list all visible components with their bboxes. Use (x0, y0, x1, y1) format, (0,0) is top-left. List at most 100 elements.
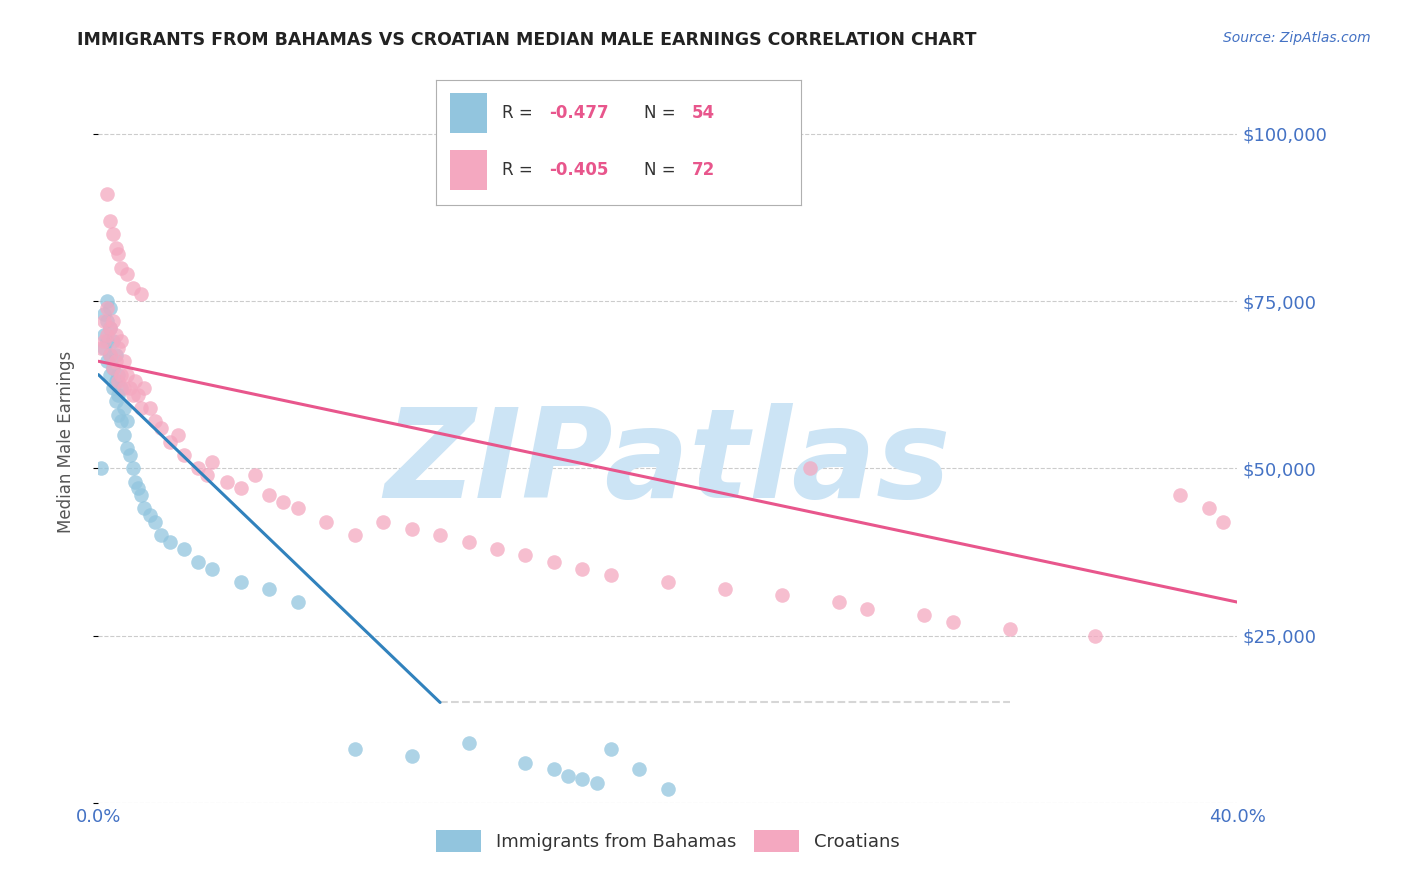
Point (557, 769, 579, 783)
Point (150, 528, 173, 542)
Point (129, 488, 152, 502)
Point (942, 615, 965, 630)
Point (101, 361, 124, 376)
Point (486, 541, 509, 556)
Point (98, 213, 121, 227)
Point (600, 568, 623, 582)
Point (93, 327, 115, 342)
Text: N =: N = (644, 161, 676, 179)
Point (145, 414, 167, 428)
Point (93, 314, 115, 328)
Point (93, 334, 115, 348)
Point (1198, 501, 1220, 516)
Point (159, 534, 181, 549)
Point (96, 334, 118, 348)
Point (714, 582, 737, 596)
Point (770, 589, 793, 603)
Point (98, 301, 121, 315)
Point (110, 414, 132, 428)
Point (543, 762, 565, 776)
Point (96, 314, 118, 328)
Point (110, 334, 132, 348)
Point (543, 555, 565, 569)
Point (96, 187, 118, 202)
Point (104, 354, 127, 368)
Point (101, 314, 124, 328)
Point (115, 368, 138, 382)
Text: 54: 54 (692, 103, 714, 121)
Text: IMMIGRANTS FROM BAHAMAS VS CROATIAN MEDIAN MALE EARNINGS CORRELATION CHART: IMMIGRANTS FROM BAHAMAS VS CROATIAN MEDI… (77, 31, 977, 49)
Text: Source: ZipAtlas.com: Source: ZipAtlas.com (1223, 31, 1371, 45)
Point (259, 582, 281, 596)
Point (124, 475, 146, 489)
Point (96, 327, 118, 342)
Point (167, 427, 190, 442)
Point (118, 381, 141, 395)
Point (343, 528, 366, 542)
Point (273, 494, 295, 508)
Text: R =: R = (502, 103, 533, 121)
Point (215, 475, 238, 489)
Point (104, 375, 127, 389)
Point (457, 534, 479, 549)
Point (112, 354, 135, 368)
Point (201, 562, 224, 576)
Point (101, 381, 124, 395)
Point (1212, 515, 1234, 529)
Point (101, 334, 124, 348)
FancyBboxPatch shape (450, 93, 486, 133)
Point (98, 348, 121, 362)
Point (401, 521, 423, 535)
Point (173, 448, 195, 462)
Point (121, 281, 143, 295)
Point (457, 735, 479, 749)
Point (115, 441, 138, 455)
Point (287, 501, 309, 516)
FancyBboxPatch shape (450, 150, 486, 190)
Point (187, 555, 209, 569)
Point (107, 375, 129, 389)
Point (107, 247, 129, 261)
Point (124, 375, 146, 389)
Point (515, 756, 537, 770)
Point (229, 482, 252, 496)
Point (287, 595, 309, 609)
Point (96, 301, 118, 315)
Point (110, 368, 132, 382)
Point (195, 467, 218, 482)
Point (118, 448, 141, 462)
Point (104, 348, 127, 362)
Point (121, 461, 143, 475)
Point (657, 575, 679, 590)
Point (96, 354, 118, 368)
Point (121, 387, 143, 401)
Point (90, 341, 112, 355)
Point (998, 622, 1021, 636)
Point (259, 488, 281, 502)
Point (187, 461, 209, 475)
Point (1084, 628, 1107, 642)
Legend: Immigrants from Bahamas, Croatians: Immigrants from Bahamas, Croatians (429, 822, 907, 859)
Point (129, 401, 152, 416)
Text: N =: N = (644, 103, 676, 121)
Point (145, 515, 167, 529)
Point (571, 772, 593, 787)
Point (107, 368, 129, 382)
Point (98, 320, 121, 334)
Point (107, 341, 129, 355)
Point (150, 421, 173, 435)
Point (159, 434, 181, 449)
Point (127, 482, 149, 496)
Point (173, 541, 195, 556)
Point (104, 240, 127, 255)
Point (243, 467, 266, 482)
Point (229, 575, 252, 590)
Point (129, 287, 152, 301)
Point (571, 562, 593, 576)
Point (112, 401, 135, 416)
Point (138, 401, 160, 416)
Point (343, 742, 366, 756)
Point (373, 515, 395, 529)
Point (110, 260, 132, 275)
Text: R =: R = (502, 161, 533, 179)
